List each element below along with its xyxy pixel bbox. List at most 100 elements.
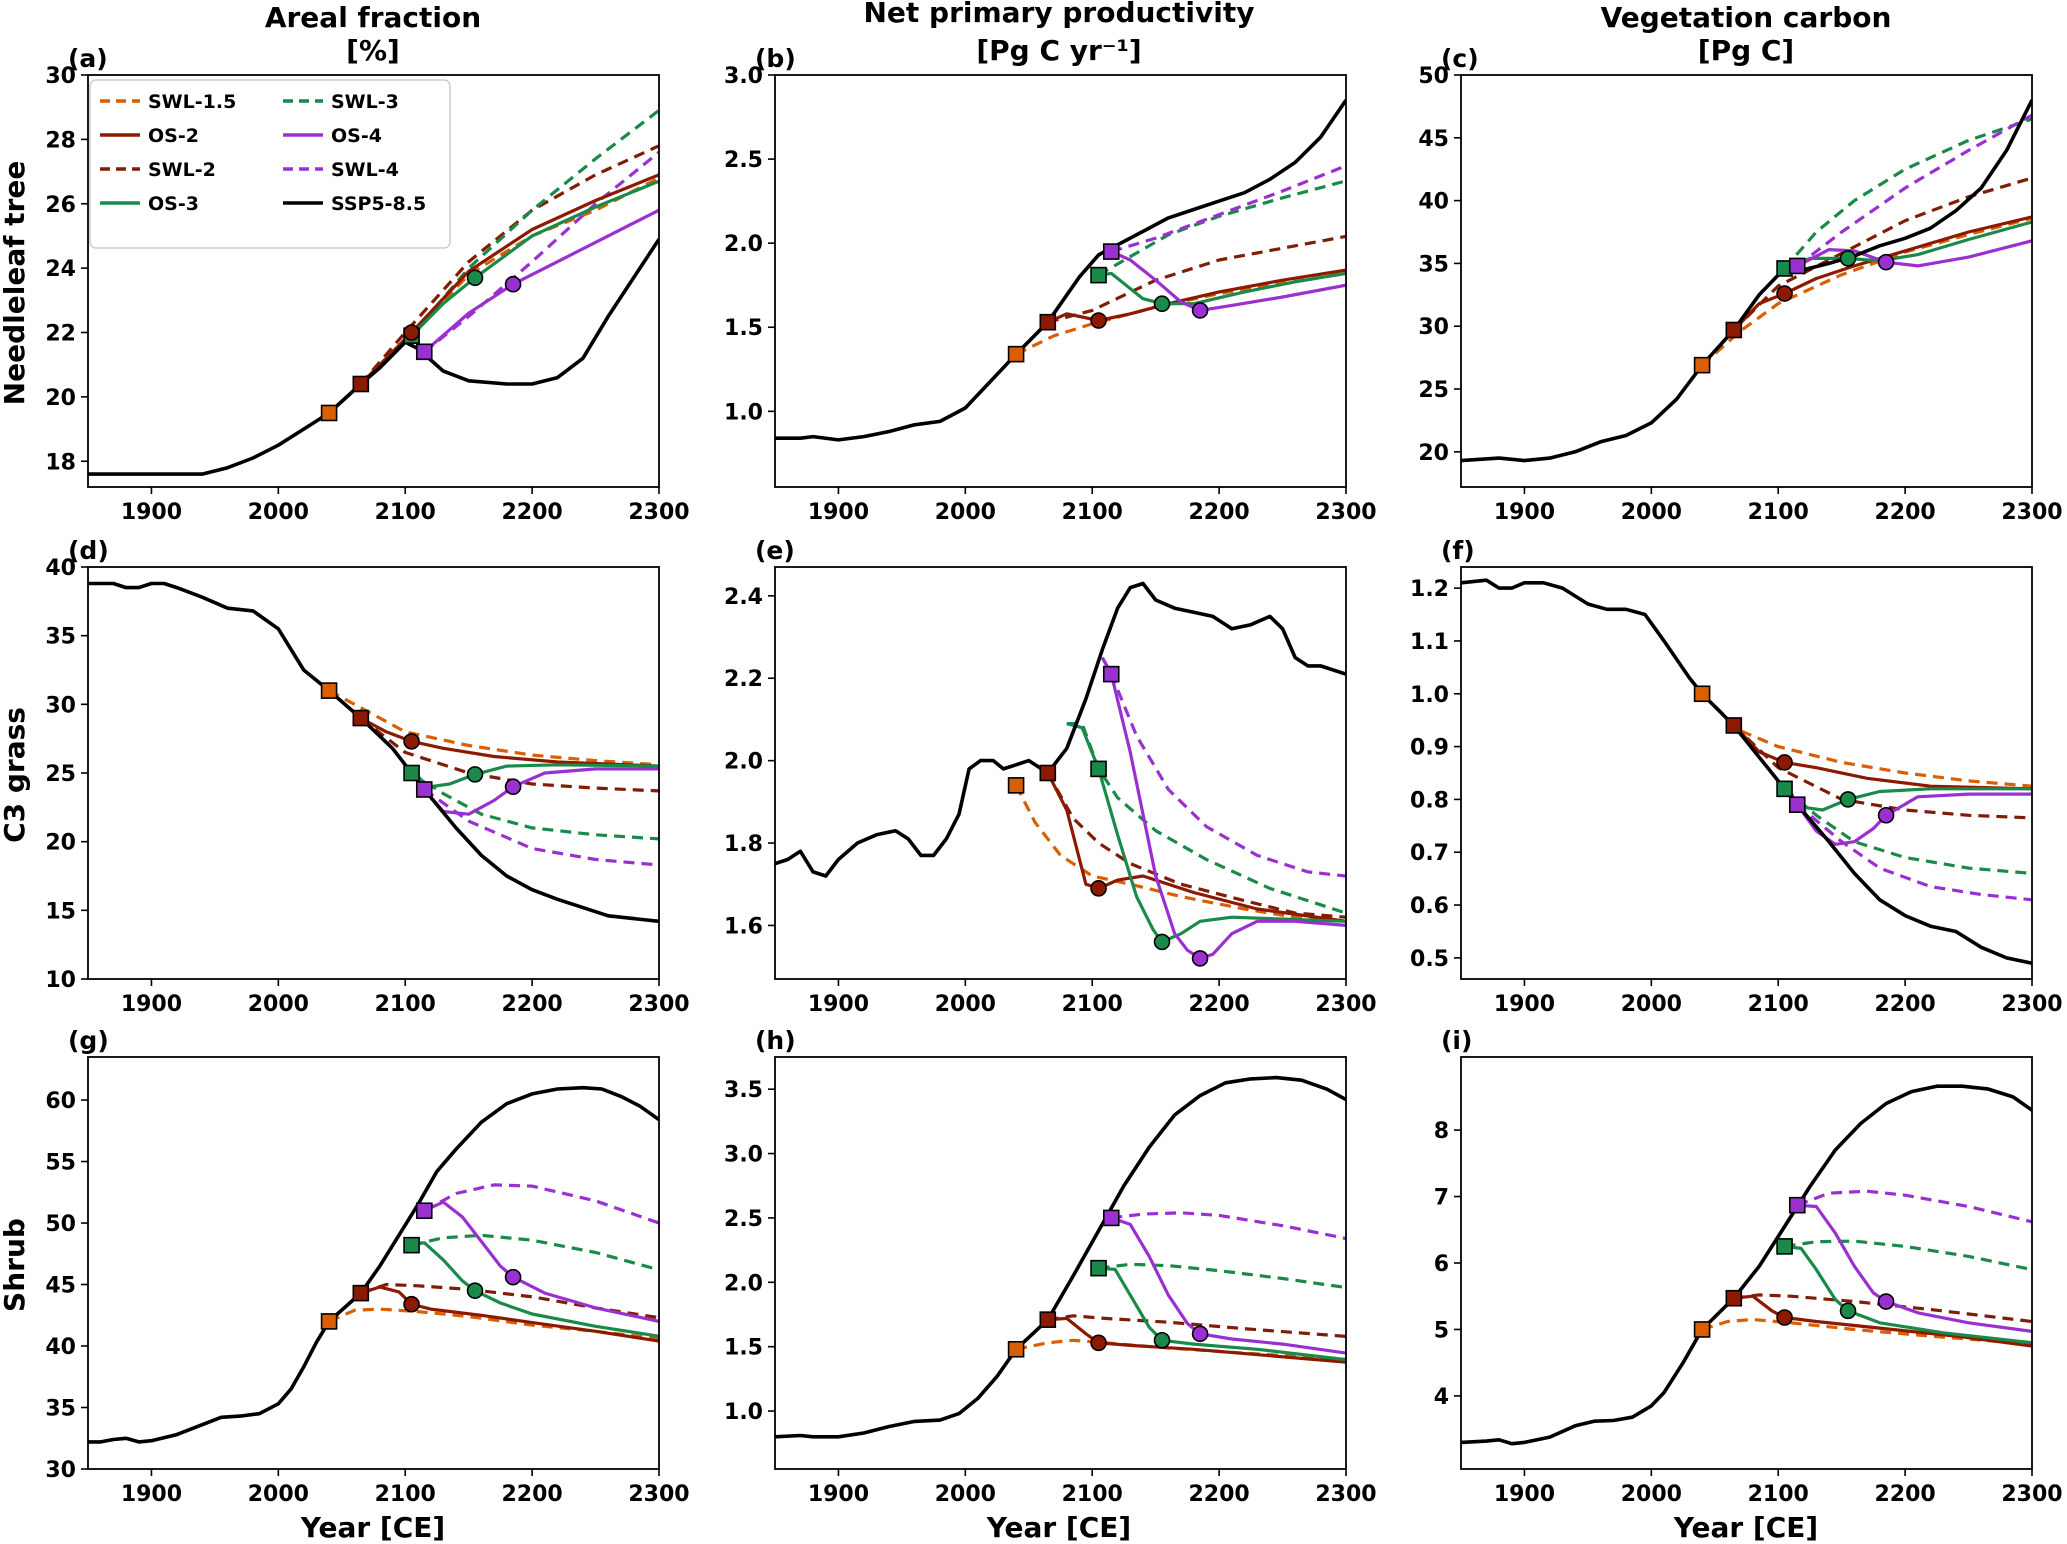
panel-h: (h) 1900 2000 2100 2200 2300 1.0 1.5 2.0 2.5 3.0 3.… (724, 1026, 1377, 1507)
column-unit-1: [%] (346, 34, 400, 67)
square-marker-os-2--e (1039, 764, 1057, 782)
y-tick-label-55--g: 55 (45, 1151, 76, 1176)
legend-label-os-4: OS-4 (331, 125, 382, 147)
series-line-os-3--e (1066, 722, 1346, 944)
x-tick-label-1900--a: 1900 (121, 500, 182, 525)
square-marker-os-2--f (1725, 717, 1743, 734)
axes-frame--h (774, 1056, 1347, 1470)
panel-g: (g) 1900 2000 2100 2200 2300 30 35 40 45 50 55 60 (45, 1026, 689, 1507)
x-tick-label-2300--d: 2300 (628, 992, 689, 1017)
y-tick-label-1-5--b: 1.5 (724, 316, 763, 341)
series-line-os-4--b (1110, 250, 1346, 312)
square-marker-os-3--i (1776, 1238, 1793, 1255)
circle-marker-os-3--d (466, 766, 484, 783)
series-line-os-4--g (423, 1200, 659, 1323)
panel-label--d: (d) (68, 536, 109, 565)
circle-marker-os-3--i (1839, 1302, 1857, 1320)
square-marker-swl-1-5--h (1007, 1340, 1025, 1358)
axes-frame--f (1460, 566, 2033, 980)
square-marker-os-2--h (1039, 1311, 1057, 1328)
series-line-os-2--e (1046, 772, 1346, 923)
series-line-os-4--a (423, 208, 659, 354)
circle-marker-os-2--c (1776, 285, 1793, 302)
legend-label-os-3: OS-3 (148, 193, 199, 215)
series-line-swl-3--d (410, 771, 659, 841)
series-line-swl-2--c (1732, 176, 2032, 332)
legend-label-swl-1-5: SWL-1.5 (148, 91, 236, 113)
series-line-swl-4--b (1110, 164, 1346, 254)
y-tick-label-40--d: 40 (45, 556, 76, 581)
x-tick-label-2000--i: 2000 (1621, 1482, 1682, 1507)
x-tick-label-2300--a: 2300 (628, 500, 689, 525)
circle-marker-os-2--g (403, 1295, 420, 1313)
y-tick-label-2-4--e: 2.4 (724, 585, 763, 610)
legend-label-swl-3: SWL-3 (331, 91, 399, 113)
y-tick-label-2-0--b: 2.0 (724, 232, 763, 257)
legend-label-ssp5-8-5: SSP5-8.5 (331, 193, 426, 215)
x-tick-label-2100--b: 2100 (1062, 500, 1123, 525)
y-tick-label-30--d: 30 (45, 693, 76, 718)
series-line-os-2--g (360, 1285, 659, 1343)
panel-c: (c) 1900 2000 2100 2200 2300 20 25 30 35 40 45 50 (1418, 44, 2062, 525)
circle-marker-os-4--i (1877, 1293, 1895, 1310)
row-label-3: Shrub (0, 1218, 31, 1312)
x-tick-label-2000--b: 2000 (935, 500, 996, 525)
y-tick-label-4--i: 4 (1434, 1385, 1449, 1410)
y-tick-label-45--c: 45 (1418, 127, 1449, 152)
panel-e: (e) 1900 2000 2100 2200 2300 1.6 1.8 2.0 2.2 2.4 (724, 536, 1377, 1017)
x-tick-label-2200--e: 2200 (1188, 992, 1249, 1017)
series-line-ssp5-8-5--b (775, 99, 1346, 442)
legend-label-swl-2: SWL-2 (148, 159, 216, 181)
x-tick-label-2100--c: 2100 (1748, 500, 1809, 525)
x-tick-label-2300--c: 2300 (2001, 500, 2062, 525)
series-line-os-2--b (1047, 268, 1346, 324)
circle-marker-os-4--g (504, 1268, 522, 1286)
square-marker-swl-1-5--a (320, 404, 338, 422)
column-unit-3: [Pg C] (1698, 34, 1794, 67)
series-line-swl-1-5--c (1701, 216, 2032, 367)
y-tick-label-45--g: 45 (45, 1274, 76, 1299)
series-line-swl-4--d (423, 788, 659, 867)
square-marker-os-3--e (1090, 760, 1107, 778)
y-tick-label-50--c: 50 (1418, 64, 1449, 89)
square-marker-os-4--a (415, 343, 433, 361)
circle-marker-os-2--b (1090, 312, 1107, 329)
series-group--e (775, 581, 1346, 960)
circle-marker-os-4--e (1191, 950, 1209, 967)
y-tick-label-0-9--f: 0.9 (1410, 736, 1449, 761)
series-line-swl-3--h (1098, 1262, 1346, 1290)
series-line-ssp5-8-5--e (775, 581, 1346, 878)
y-tick-label-15--d: 15 (45, 899, 76, 924)
circle-marker-os-4--a (504, 275, 522, 293)
x-tick-label-2200--a: 2200 (501, 500, 562, 525)
x-tick-label-2000--d: 2000 (248, 992, 309, 1017)
circle-marker-os-2--d (403, 733, 420, 750)
y-tick-label-35--c: 35 (1418, 252, 1449, 277)
x-tick-label-2200--b: 2200 (1188, 500, 1249, 525)
x-tick-label-2300--f: 2300 (2001, 992, 2062, 1017)
y-tick-label-30--a: 30 (45, 64, 76, 89)
square-marker-os-2--g (352, 1284, 370, 1302)
y-tick-label-60--g: 60 (45, 1089, 76, 1114)
series-line-os-2--c (1732, 215, 2032, 332)
square-marker-swl-1-5--g (320, 1313, 338, 1330)
series-line-swl-4--i (1796, 1189, 2032, 1224)
panel-label--b: (b) (755, 44, 796, 73)
series-line-os-2--h (1047, 1316, 1346, 1364)
y-tick-label-10--d: 10 (45, 968, 76, 993)
circle-marker-os-2--i (1776, 1309, 1793, 1326)
panel-label--g: (g) (68, 1026, 109, 1055)
y-tick-label-8--i: 8 (1434, 1119, 1449, 1144)
square-marker-os-2--i (1725, 1289, 1743, 1307)
x-axis-label-2: Year [CE] (986, 1511, 1131, 1544)
axes-frame--e (774, 566, 1347, 980)
y-tick-label-3-0--b: 3.0 (724, 64, 763, 89)
series-line-os-3--i (1784, 1244, 2032, 1345)
row-label-2: C3 grass (0, 707, 31, 843)
y-tick-label-1-0--h: 1.0 (724, 1400, 763, 1425)
axes-frame--b (774, 74, 1347, 488)
series-line-swl-2--h (1047, 1314, 1346, 1338)
square-marker-os-2--d (352, 709, 370, 727)
x-tick-label-2100--f: 2100 (1748, 992, 1809, 1017)
